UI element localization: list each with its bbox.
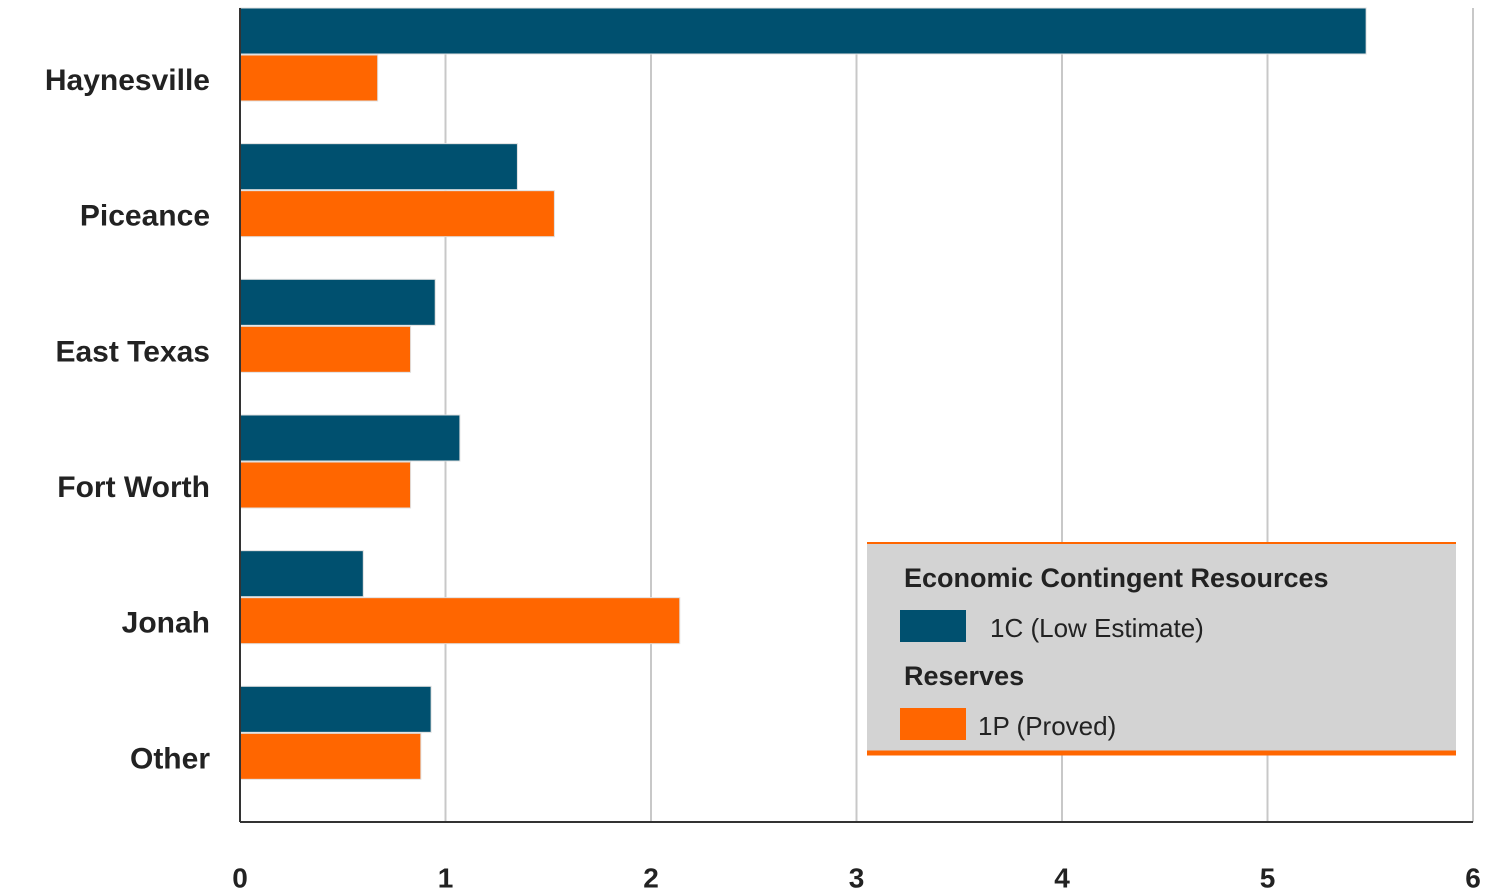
x-tick-label: 5	[1260, 862, 1276, 893]
legend-title: Reserves	[904, 661, 1024, 691]
bar	[239, 685, 432, 733]
bar	[239, 7, 1367, 55]
x-tick-label: 3	[849, 862, 865, 893]
bar	[239, 278, 436, 326]
y-tick-label: Fort Worth	[57, 471, 210, 504]
bar	[239, 54, 379, 102]
y-tick-label: Piceance	[80, 200, 210, 233]
y-tick-label: East Texas	[55, 335, 210, 368]
x-tick-label: 6	[1465, 862, 1481, 893]
bar	[239, 325, 412, 373]
x-tick-label: 2	[643, 862, 659, 893]
x-tick-label: 0	[232, 862, 248, 893]
legend-label: 1P (Proved)	[978, 711, 1116, 741]
legend-swatch	[900, 610, 966, 642]
bar	[239, 732, 422, 780]
bar	[239, 414, 461, 462]
bar	[239, 461, 412, 509]
bar	[239, 550, 364, 598]
y-tick-label: Haynesville	[45, 64, 210, 97]
x-tick-label: 1	[438, 862, 454, 893]
legend-label: 1C (Low Estimate)	[990, 613, 1204, 643]
y-tick-label: Jonah	[122, 607, 210, 640]
x-tick-label: 4	[1054, 862, 1070, 893]
bar	[239, 190, 555, 238]
bar	[239, 597, 681, 645]
bar	[239, 143, 518, 191]
legend-title: Economic Contingent Resources	[904, 563, 1329, 593]
y-tick-label: Other	[130, 742, 210, 775]
legend-swatch	[900, 708, 966, 740]
